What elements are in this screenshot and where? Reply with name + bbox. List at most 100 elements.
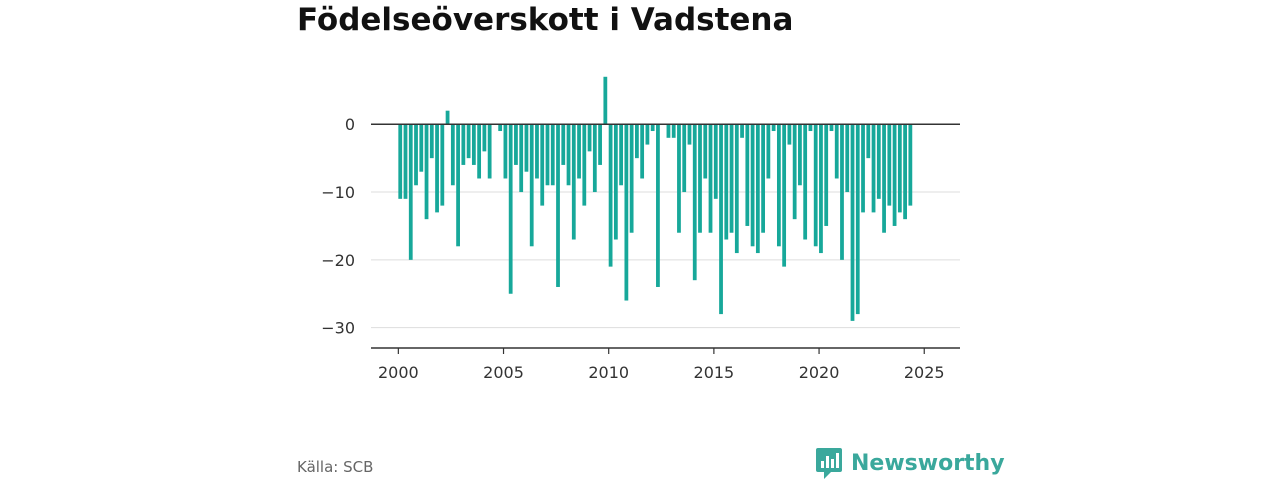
bar <box>656 124 660 287</box>
bar <box>698 124 702 233</box>
bar <box>882 124 886 233</box>
bar <box>677 124 681 233</box>
bar <box>850 124 855 321</box>
bar <box>629 124 634 233</box>
bar <box>740 124 744 138</box>
x-tick-label: 2000 <box>378 363 419 382</box>
bar <box>487 124 492 179</box>
bar <box>598 124 602 165</box>
bar <box>908 124 913 206</box>
bar <box>445 110 450 125</box>
x-tick-label: 2020 <box>799 363 840 382</box>
bar <box>419 124 424 172</box>
bar <box>566 124 571 186</box>
bar <box>666 124 671 138</box>
bar <box>887 124 892 206</box>
bar <box>708 124 713 233</box>
bar <box>466 124 471 159</box>
bar <box>545 124 550 186</box>
bar <box>798 124 802 186</box>
bar <box>819 124 823 254</box>
bar <box>603 76 608 125</box>
x-tick-label: 2010 <box>588 363 629 382</box>
bar <box>729 124 734 233</box>
bar <box>398 124 403 199</box>
bar <box>682 124 687 193</box>
bar <box>892 124 897 226</box>
bar <box>734 124 739 254</box>
bar <box>514 124 518 165</box>
axes <box>371 123 960 349</box>
bar <box>719 124 723 315</box>
x-tick-labels: 2000 2005 2010 2015 2020 2025 <box>378 348 945 382</box>
x-tick-label: 2005 <box>483 363 524 382</box>
bar <box>587 124 592 152</box>
bar <box>671 124 676 138</box>
bar <box>435 124 439 213</box>
bar <box>529 124 534 247</box>
bar <box>456 124 460 247</box>
bar <box>787 124 792 145</box>
bar <box>503 124 508 179</box>
bar <box>745 124 750 226</box>
bar <box>561 124 566 165</box>
bar <box>761 124 765 233</box>
bar <box>571 124 576 240</box>
brand-logo[interactable]: Newsworthy <box>815 446 1005 480</box>
bar <box>414 124 418 186</box>
bar <box>592 124 597 193</box>
bar <box>508 124 513 294</box>
bar <box>424 124 429 220</box>
y-tick-label: 0 <box>345 115 355 134</box>
bar <box>471 124 476 165</box>
bar <box>876 124 881 199</box>
bar <box>840 124 844 260</box>
source-label: Källa: SCB <box>297 458 374 476</box>
bar <box>897 124 902 213</box>
bar <box>582 124 587 206</box>
bar <box>640 124 645 179</box>
bar <box>450 124 455 186</box>
bar <box>608 124 613 267</box>
bar <box>776 124 781 247</box>
bar <box>477 124 482 179</box>
bar <box>408 124 413 260</box>
bar <box>556 124 560 287</box>
bar <box>524 124 529 172</box>
bar <box>803 124 808 240</box>
bar <box>519 124 524 193</box>
chart-title: Födelseöverskott i Vadstena <box>297 2 794 38</box>
bar <box>535 124 539 179</box>
bar <box>703 124 708 179</box>
bar <box>692 124 697 281</box>
bar <box>550 124 555 186</box>
y-tick-label: −30 <box>321 319 355 338</box>
bars <box>398 76 913 321</box>
bar <box>724 124 729 240</box>
brand-name: Newsworthy <box>851 450 1005 476</box>
bar <box>403 124 408 199</box>
x-tick-label: 2025 <box>904 363 945 382</box>
bar <box>498 124 503 132</box>
bar <box>861 124 865 213</box>
y-tick-label: −10 <box>321 183 355 202</box>
bar <box>750 124 755 247</box>
bar <box>782 124 787 267</box>
bar <box>645 124 650 145</box>
bar <box>792 124 797 220</box>
bar <box>871 124 876 213</box>
bar <box>440 124 445 206</box>
y-tick-labels: 0 −10 −20 −30 <box>321 115 355 337</box>
bar <box>845 124 850 193</box>
bar <box>813 124 818 247</box>
bar <box>771 124 776 132</box>
newsworthy-logo-icon <box>816 448 842 479</box>
bar <box>766 124 771 179</box>
bar <box>755 124 760 254</box>
bar <box>619 124 624 186</box>
bar <box>540 124 545 206</box>
bar <box>613 124 618 240</box>
bar <box>429 124 434 159</box>
y-tick-label: −20 <box>321 251 355 270</box>
